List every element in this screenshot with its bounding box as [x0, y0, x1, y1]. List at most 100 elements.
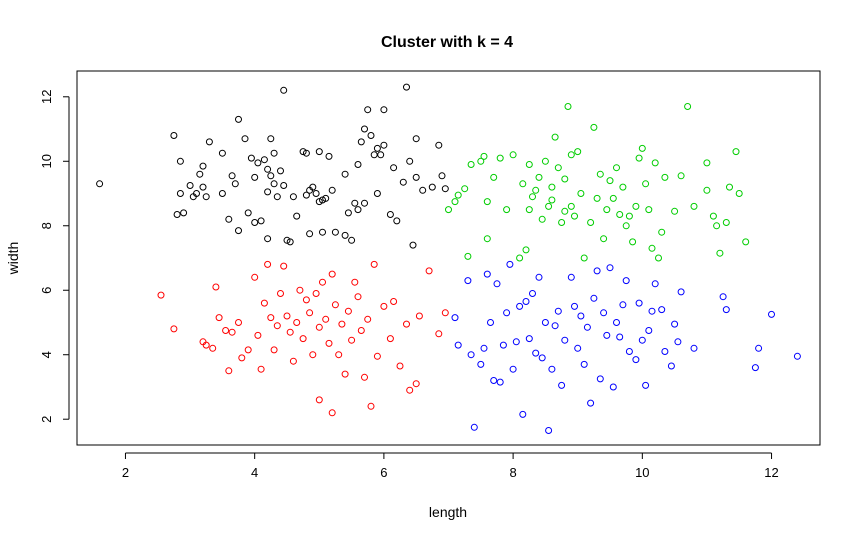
data-point — [196, 170, 204, 178]
data-point — [419, 186, 427, 194]
data-point — [293, 212, 301, 220]
data-point — [635, 154, 643, 162]
data-point — [202, 193, 210, 201]
data-point — [319, 228, 326, 236]
data-point — [593, 194, 601, 202]
data-point — [503, 206, 511, 214]
data-point — [176, 157, 184, 165]
data-point — [273, 322, 281, 330]
x-tick-label: 6 — [380, 465, 387, 480]
data-point — [541, 157, 549, 165]
data-point — [331, 301, 339, 309]
data-point — [642, 180, 650, 188]
data-point — [260, 299, 268, 307]
data-point — [567, 273, 575, 281]
data-point — [561, 175, 569, 183]
data-point — [451, 314, 459, 322]
data-point — [364, 106, 372, 114]
data-point — [238, 354, 246, 362]
data-point — [396, 362, 404, 370]
data-point — [571, 212, 578, 220]
data-point — [338, 320, 346, 328]
data-point — [264, 235, 272, 243]
data-point — [619, 183, 627, 191]
data-point — [328, 409, 336, 417]
data-point — [373, 190, 381, 197]
data-point — [609, 194, 617, 202]
data-points — [96, 83, 801, 434]
data-point — [235, 227, 242, 235]
data-point — [390, 298, 398, 305]
data-point — [293, 319, 301, 326]
data-point — [625, 348, 633, 355]
data-point — [519, 410, 527, 418]
data-point — [490, 377, 498, 384]
data-point — [483, 198, 491, 206]
data-point — [302, 191, 310, 199]
data-point — [209, 344, 217, 352]
data-point — [370, 260, 378, 268]
data-point — [367, 132, 375, 139]
data-point — [199, 183, 207, 191]
data-point — [170, 325, 178, 333]
data-point — [364, 315, 372, 323]
data-point — [309, 183, 317, 191]
data-point — [529, 193, 536, 201]
data-point — [613, 164, 620, 172]
data-point — [361, 373, 368, 381]
data-point — [742, 238, 750, 246]
data-point — [525, 206, 533, 214]
data-point — [386, 335, 394, 343]
data-point — [445, 206, 452, 214]
data-point — [674, 338, 682, 346]
data-point — [648, 244, 656, 252]
data-point — [357, 138, 365, 146]
data-point — [535, 273, 543, 281]
data-point — [176, 190, 184, 197]
data-point — [380, 302, 388, 310]
data-point — [561, 336, 569, 344]
data-point — [222, 327, 230, 334]
data-point — [354, 293, 362, 301]
data-point — [467, 161, 475, 168]
data-point — [218, 149, 226, 157]
data-point — [606, 177, 614, 185]
data-point — [483, 270, 491, 278]
data-point — [251, 219, 259, 226]
data-point — [315, 396, 323, 404]
data-point — [273, 193, 281, 201]
data-point — [600, 309, 608, 317]
data-point — [551, 133, 559, 141]
data-point — [406, 386, 414, 394]
data-point — [493, 280, 501, 288]
data-point — [480, 344, 488, 352]
data-point — [793, 352, 801, 360]
data-point — [441, 185, 449, 193]
data-point — [322, 315, 330, 323]
data-point — [286, 328, 294, 336]
data-point — [264, 188, 272, 196]
data-point — [596, 375, 604, 383]
data-point — [335, 351, 343, 359]
data-point — [354, 206, 362, 214]
y-tick-label: 2 — [39, 416, 54, 423]
data-point — [616, 333, 624, 341]
data-point — [658, 228, 666, 236]
data-point — [477, 360, 485, 368]
data-point — [548, 183, 556, 191]
data-point — [722, 306, 730, 314]
data-point — [377, 151, 385, 159]
data-point — [667, 362, 675, 370]
data-point — [370, 151, 378, 159]
data-point — [545, 202, 553, 210]
data-point — [412, 173, 420, 181]
data-point — [157, 291, 165, 299]
data-point — [558, 219, 566, 226]
data-point — [270, 346, 278, 354]
data-point — [205, 138, 213, 146]
data-point — [244, 346, 252, 354]
data-point — [403, 320, 410, 328]
data-point — [464, 277, 472, 285]
data-point — [357, 327, 365, 334]
data-point — [480, 152, 488, 160]
